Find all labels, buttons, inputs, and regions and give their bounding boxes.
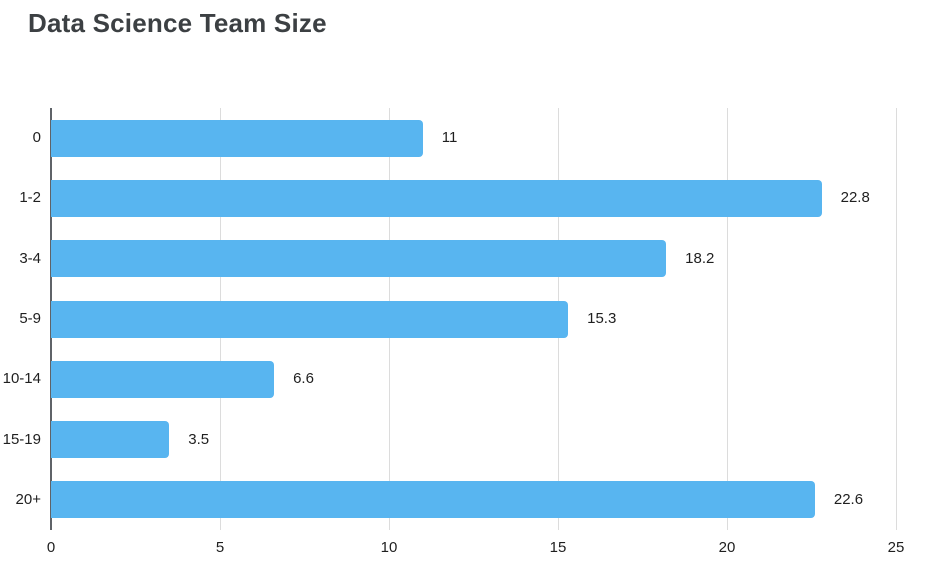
y-tick-label: 5-9	[19, 310, 41, 327]
chart-title: Data Science Team Size	[28, 8, 327, 38]
y-tick-label: 3-4	[19, 249, 41, 267]
y-tick-label: 20+	[15, 490, 41, 508]
bar	[51, 300, 569, 338]
plot-area: 11 22.8 18.2 15.3 6.6 3.5 22.6	[50, 108, 897, 530]
x-tick-label: 5	[215, 539, 225, 556]
gridline	[726, 108, 728, 530]
x-tick-label: 10	[380, 539, 398, 556]
y-tick-label: 10-14	[2, 370, 41, 388]
bar-value-label: 15.3	[587, 310, 617, 327]
y-tick-label: 0	[32, 129, 41, 147]
bar-value-label: 11	[441, 129, 458, 147]
bar	[51, 240, 667, 278]
bar	[51, 360, 275, 398]
x-tick-label: 0	[46, 539, 56, 556]
y-tick-label: 1-2	[19, 189, 41, 207]
bar-value-label: 18.2	[685, 249, 715, 267]
gridline	[895, 108, 897, 530]
bar	[51, 481, 815, 519]
bar	[51, 421, 170, 459]
bar-value-label: 6.6	[293, 370, 314, 388]
bar-value-label: 3.5	[188, 430, 210, 448]
bar-value-label: 22.6	[833, 490, 864, 508]
y-tick-label: 15-19	[2, 430, 41, 448]
bar-value-label: 22.8	[840, 189, 870, 207]
bar	[51, 179, 822, 217]
x-tick-label: 25	[887, 539, 905, 556]
bar	[51, 119, 423, 157]
x-tick-label: 20	[718, 539, 736, 556]
x-tick-label: 15	[549, 539, 567, 556]
